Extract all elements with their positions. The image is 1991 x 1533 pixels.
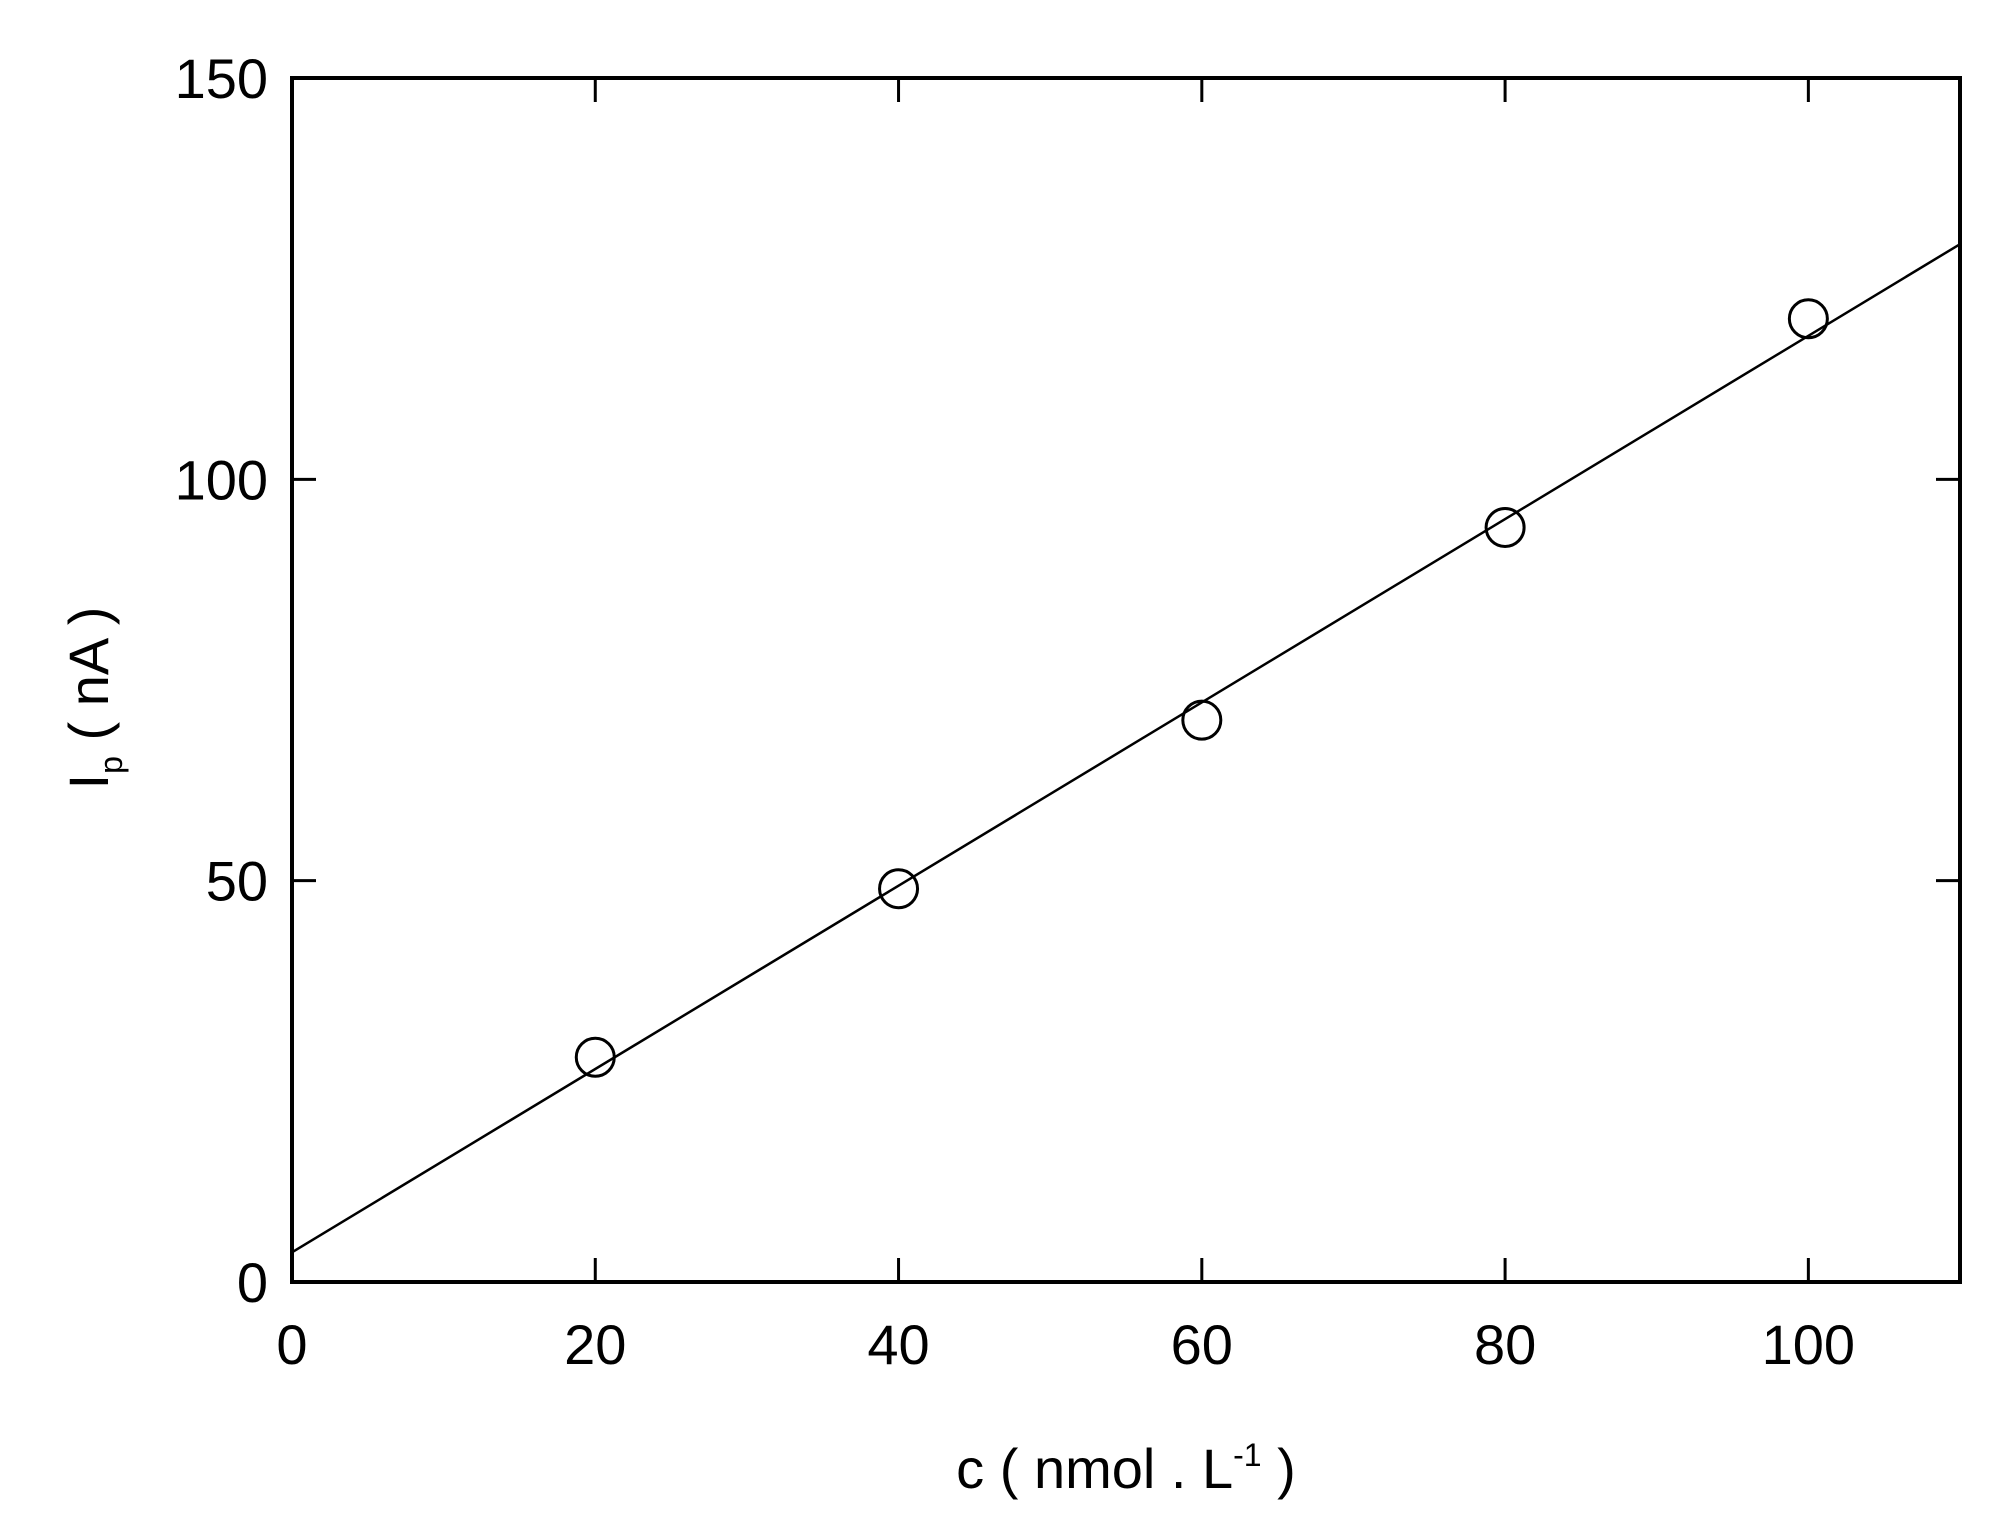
data-point <box>878 868 920 910</box>
x-tick-label: 80 <box>1474 1313 1536 1376</box>
x-axis-label-superscript: -1 <box>1233 1437 1261 1473</box>
y-tick-label: 100 <box>175 448 268 511</box>
plot-frame <box>290 76 1962 1284</box>
x-tick-label: 20 <box>564 1313 626 1376</box>
x-axis-label-close: ) <box>1262 1437 1296 1500</box>
x-axis-label-main: c ( nmol . L <box>956 1437 1233 1500</box>
y-axis-label-subscript: p <box>93 756 129 774</box>
y-tick-label: 150 <box>175 47 268 110</box>
data-point <box>1181 699 1223 741</box>
plot-area <box>291 243 1961 1254</box>
y-axis-ticks: 0 50 100 150 <box>175 47 1960 1314</box>
x-tick-label: 60 <box>1171 1313 1233 1376</box>
y-axis-label: Ip ( nA ) <box>57 607 129 790</box>
x-tick-label: 0 <box>276 1313 307 1376</box>
y-tick-label: 50 <box>206 850 268 913</box>
x-axis-ticks: 0 20 40 60 80 100 <box>276 78 1855 1376</box>
x-tick-label: 40 <box>867 1313 929 1376</box>
data-point <box>1484 506 1526 548</box>
y-axis-label-rest: ( nA ) <box>57 607 120 756</box>
data-point <box>1787 298 1829 340</box>
x-tick-label: 100 <box>1762 1313 1855 1376</box>
data-point <box>574 1036 616 1078</box>
fit-line <box>291 243 1961 1254</box>
y-tick-label: 0 <box>237 1251 268 1314</box>
x-axis-label: c ( nmol . L-1 ) <box>956 1437 1296 1500</box>
y-axis-label-main: I <box>57 774 120 790</box>
